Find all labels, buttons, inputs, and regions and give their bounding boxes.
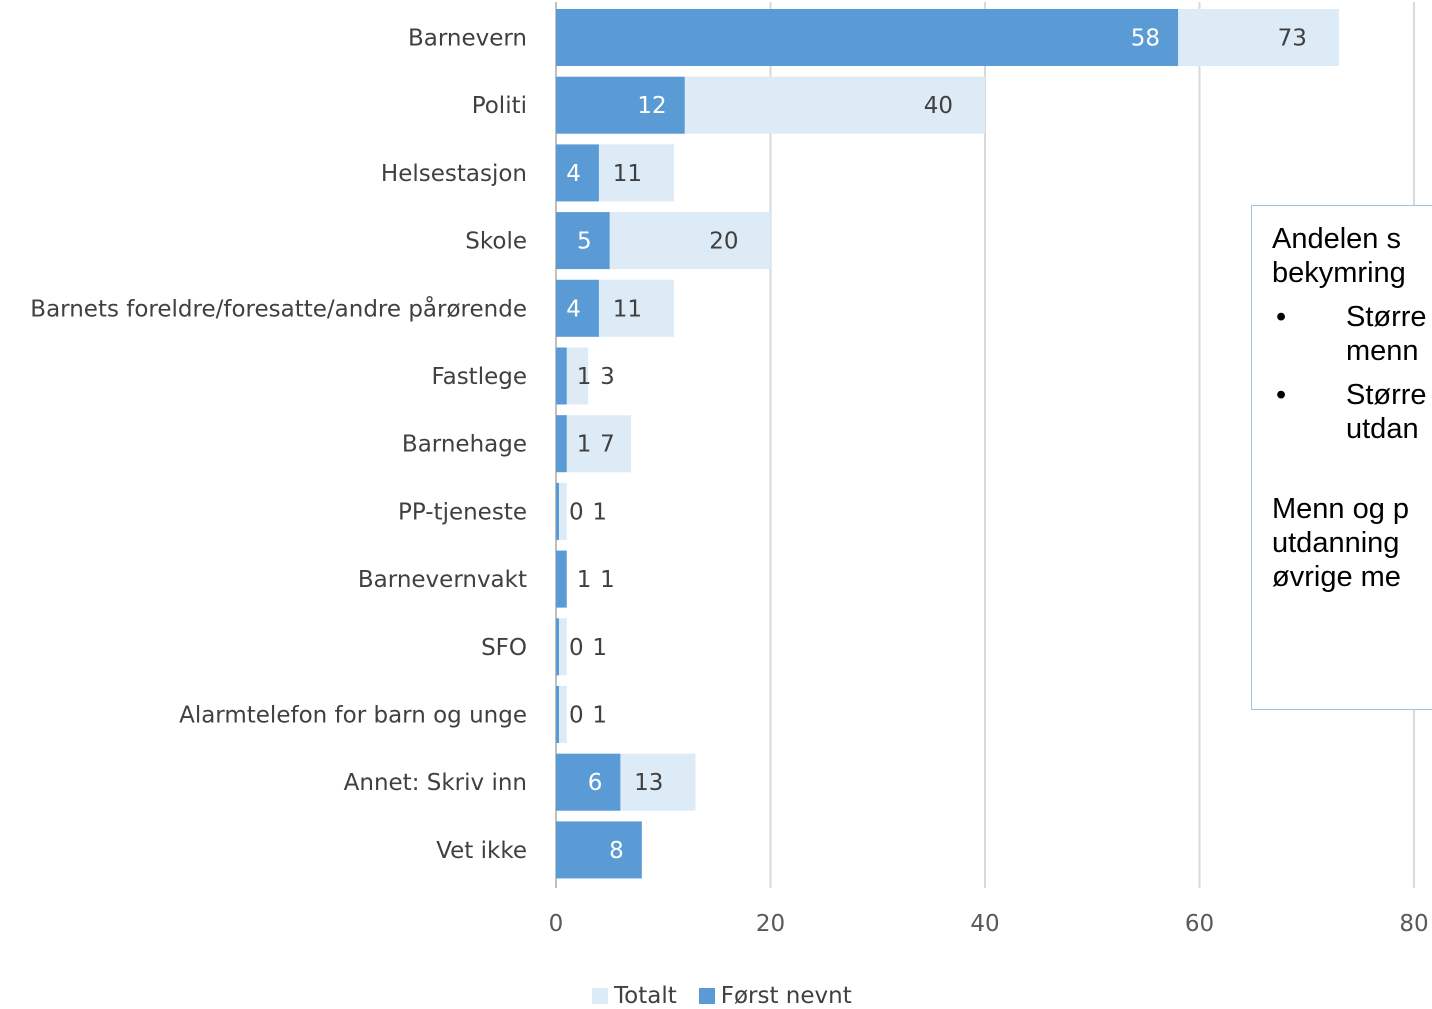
category-label: Fastlege — [431, 364, 527, 390]
totalt-bars — [556, 9, 1339, 879]
x-tick-label: 20 — [756, 911, 785, 937]
bar-forst-nevnt — [556, 212, 610, 270]
x-tick-label: 80 — [1399, 911, 1428, 937]
note-para-2-line-2: utdanning — [1272, 527, 1400, 559]
bar-forst-nevnt — [556, 415, 567, 473]
x-tick-label: 0 — [549, 911, 564, 937]
data-label-totalt: 1 — [592, 703, 607, 729]
legend-item-totalt: Totalt — [592, 983, 677, 1009]
category-label: Barnets foreldre/foresatte/andre pårøren… — [30, 294, 527, 322]
bar-forst-nevnt — [556, 482, 559, 540]
note-bullet-1-line-2: menn — [1346, 335, 1419, 367]
annotation-box: Andelen s bekymring • Større menn • Stør… — [1251, 205, 1432, 710]
x-axis-ticks: 0 20 40 60 80 — [549, 911, 1429, 937]
bar-forst-nevnt — [556, 686, 559, 743]
data-label-forst-nevnt: 0 — [569, 499, 584, 525]
bar-totalt — [556, 482, 567, 540]
bar-forst-nevnt — [556, 618, 559, 676]
data-label-forst-nevnt: 0 — [569, 703, 584, 729]
category-label: Barnevern — [408, 26, 527, 52]
note-bullet-item: • Større menn — [1272, 300, 1432, 368]
bar-forst-nevnt — [556, 821, 642, 879]
data-label-forst-nevnt: 58 — [1131, 26, 1160, 52]
data-label-totalt: 7 — [600, 432, 615, 458]
bar-totalt — [556, 618, 567, 676]
data-label-totalt: 40 — [924, 93, 953, 119]
category-label: Helsestasjon — [381, 161, 527, 187]
data-label-forst-nevnt: 0 — [569, 635, 584, 661]
data-label-totalt: 1 — [600, 567, 615, 593]
data-label-forst-nevnt: 5 — [577, 229, 592, 255]
category-label: PP-tjeneste — [398, 499, 527, 525]
legend: Totalt Først nevnt — [592, 983, 852, 1009]
category-labels: Barnevern Politi Helsestasjon Skole Barnets … — [30, 26, 527, 864]
data-label-forst-nevnt: 8 — [609, 838, 624, 864]
data-label-totalt: 20 — [709, 229, 738, 255]
data-label-totalt: 11 — [613, 296, 642, 322]
bullet-marker: • — [1276, 301, 1287, 333]
data-label-totalt: 3 — [600, 364, 615, 390]
data-label-forst-nevnt: 1 — [577, 364, 592, 390]
data-label-totalt: 13 — [634, 770, 663, 796]
bar-forst-nevnt — [556, 9, 1179, 66]
legend-swatch-totalt — [592, 988, 608, 1004]
forst-nevnt-bars — [556, 9, 1179, 879]
legend-item-forst-nevnt: Først nevnt — [698, 983, 852, 1009]
data-label-totalt: 1 — [592, 635, 607, 661]
x-tick-label: 60 — [1185, 911, 1214, 937]
category-label: Politi — [472, 93, 527, 119]
note-bullet-2-line-1: Større — [1346, 379, 1427, 411]
bar-forst-nevnt — [556, 144, 599, 202]
note-line-1: Andelen s — [1272, 223, 1401, 255]
bar-forst-nevnt — [556, 347, 567, 405]
x-tick-label: 40 — [970, 911, 999, 937]
data-label-forst-nevnt: 4 — [566, 296, 581, 322]
bar-forst-nevnt — [556, 550, 567, 608]
category-label: Vet ikke — [436, 838, 527, 864]
data-label-totalt: 11 — [613, 161, 642, 187]
category-label: Annet: Skriv inn — [344, 770, 527, 796]
note-bullet-list: • Større menn • Større utdan — [1272, 300, 1432, 446]
note-bullet-item: • Større utdan — [1272, 378, 1432, 446]
category-label: Skole — [465, 229, 527, 255]
data-label-totalt: 73 — [1278, 26, 1307, 52]
data-label-forst-nevnt: 4 — [566, 161, 581, 187]
legend-label-forst-nevnt: Først nevnt — [720, 983, 852, 1009]
data-label-forst-nevnt: 1 — [577, 432, 592, 458]
bar-forst-nevnt — [556, 753, 621, 811]
note-bullet-1-line-1: Større — [1346, 301, 1427, 333]
note-line-2: bekymring — [1272, 257, 1406, 289]
data-label-forst-nevnt: 1 — [577, 567, 592, 593]
data-label-forst-nevnt: 12 — [637, 93, 666, 119]
note-para-2-line-3: øvrige me — [1272, 561, 1401, 593]
data-label-totalt: 1 — [592, 499, 607, 525]
bar-forst-nevnt — [556, 76, 685, 134]
legend-swatch-forst-nevnt — [698, 988, 715, 1004]
note-para-2-line-1: Menn og p — [1272, 493, 1410, 525]
note-bullet-2-line-2: utdan — [1346, 413, 1419, 445]
category-label: Barnehage — [402, 432, 527, 458]
bar-totalt — [556, 415, 632, 473]
bar-forst-nevnt — [556, 279, 599, 337]
category-label: SFO — [481, 635, 527, 661]
category-label: Barnevernvakt — [358, 567, 527, 593]
category-label: Alarmtelefon for barn og unge — [179, 703, 527, 729]
legend-label-totalt: Totalt — [614, 983, 677, 1009]
data-label-forst-nevnt: 6 — [588, 770, 603, 796]
bullet-marker: • — [1276, 379, 1287, 411]
bar-totalt — [556, 686, 567, 743]
